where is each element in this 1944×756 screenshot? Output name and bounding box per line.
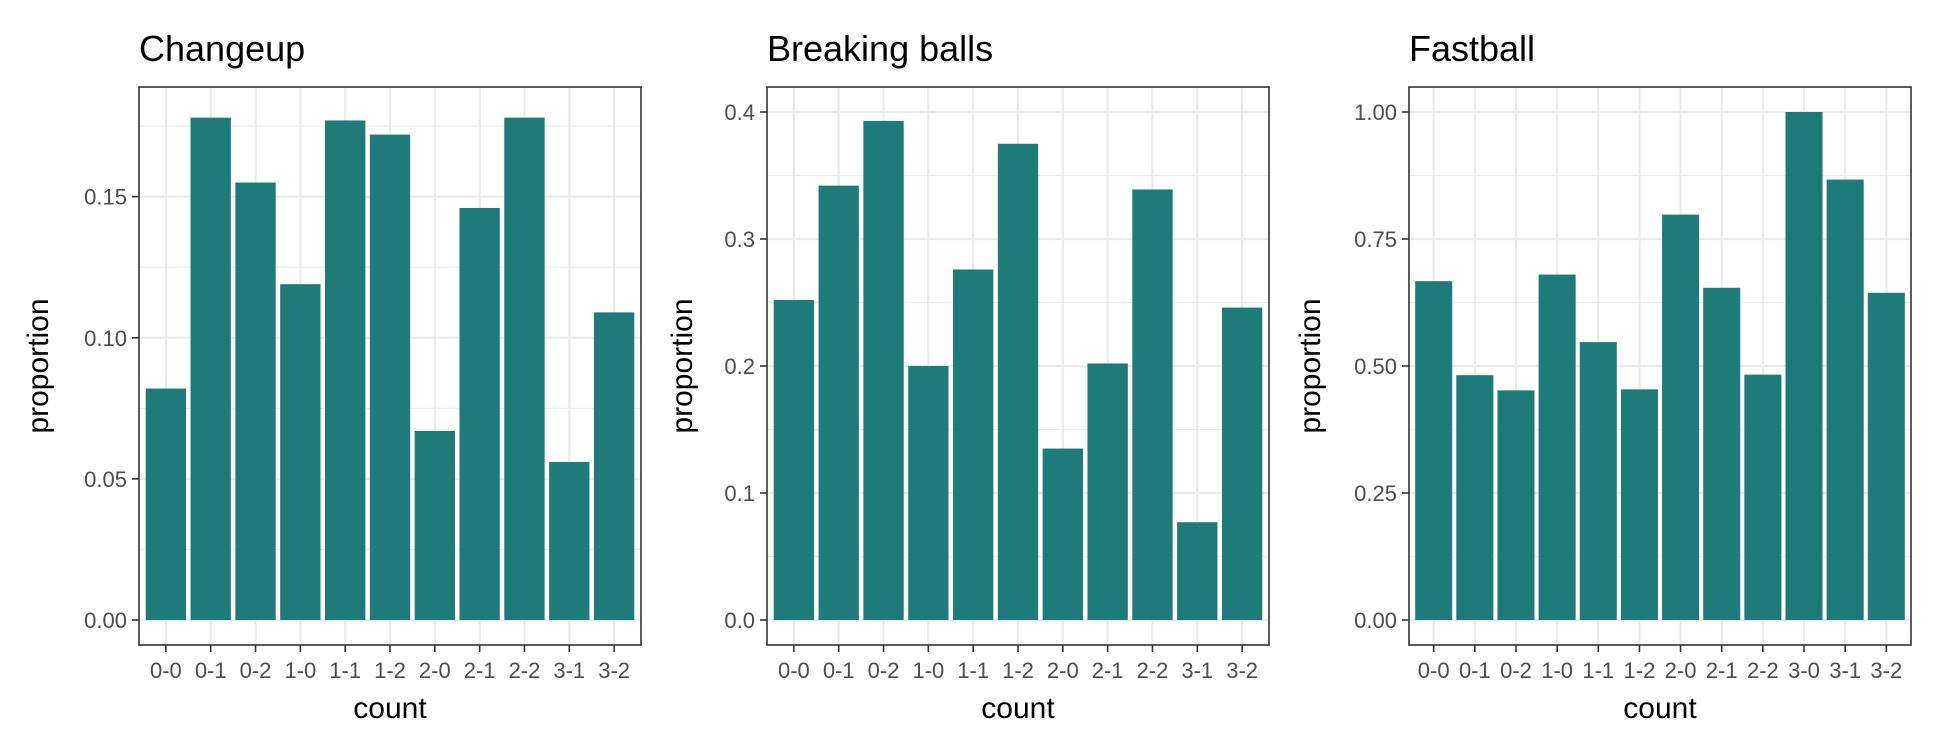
x-tick-label: 0-1: [823, 658, 855, 683]
bar-2-0: [1042, 448, 1083, 620]
bar-0-0: [773, 299, 815, 620]
x-tick-label: 3-2: [598, 658, 630, 683]
y-tick-label: 0.2: [724, 354, 755, 379]
x-tick-label: 1-2: [1002, 658, 1034, 683]
y-tick-label: 0.0: [724, 608, 755, 633]
chart-panel-1: 0.00 0.05 0.10 0.15 0-0 0-1 0-2 1-0 1-1 1-2 2-0 2-1…: [22, 28, 642, 725]
x-tick-label: 1-1: [957, 658, 989, 683]
x-tick-label: 0-2: [1500, 658, 1532, 683]
x-tick-label: 1-0: [1541, 658, 1573, 683]
x-axis-label: count: [1623, 692, 1697, 725]
y-tick-label: 0.15: [84, 185, 127, 210]
bar-2-0: [414, 430, 455, 620]
bar-0-2: [235, 182, 276, 621]
y-axis-label: proportion: [1294, 298, 1327, 433]
bar-2-1: [1087, 363, 1128, 620]
x-tick-label: 3-2: [1870, 658, 1902, 683]
x-tick-label: 2-2: [509, 658, 541, 683]
bar-2-1: [1703, 287, 1741, 620]
x-tick-label: 1-2: [374, 658, 406, 683]
x-tick-label: 0-0: [150, 658, 182, 683]
x-tick-label: 3-1: [553, 658, 585, 683]
bar-1-0: [280, 284, 321, 620]
bar-1-2: [1620, 389, 1658, 620]
y-tick-label: 0.3: [724, 227, 755, 252]
bar-0-0: [1415, 281, 1453, 620]
bar-2-2: [1744, 374, 1782, 620]
bar-3-0: [1785, 112, 1823, 620]
chart-title: Fastball: [1409, 28, 1535, 69]
bar-1-2: [369, 134, 411, 621]
bar-0-1: [190, 117, 231, 621]
y-tick-label: 0.75: [1354, 227, 1397, 252]
bar-3-1: [1177, 522, 1218, 620]
bar-2-1: [459, 207, 500, 620]
x-tick-label: 0-1: [1459, 658, 1491, 683]
bar-3-2: [1221, 307, 1263, 620]
y-tick-label: 1.00: [1354, 100, 1397, 125]
x-tick-label: 3-2: [1226, 658, 1258, 683]
bar-0-1: [818, 185, 859, 620]
bar-2-2: [1132, 189, 1173, 620]
x-tick-label: 2-0: [1047, 658, 1079, 683]
bar-1-1: [1579, 342, 1617, 620]
x-tick-label: 2-0: [1665, 658, 1697, 683]
x-tick-label: 0-0: [1418, 658, 1450, 683]
y-tick-label: 0.50: [1354, 354, 1397, 379]
bar-3-2: [1867, 292, 1905, 620]
x-tick-label: 1-0: [912, 658, 944, 683]
x-tick-label: 0-2: [240, 658, 272, 683]
bar-0-0: [145, 388, 187, 620]
bar-1-2: [997, 143, 1039, 620]
chart-title: Breaking balls: [767, 28, 993, 69]
y-tick-label: 0.4: [724, 100, 755, 125]
bar-3-2: [593, 312, 635, 620]
x-tick-label: 2-2: [1137, 658, 1169, 683]
x-axis-label: count: [353, 692, 427, 725]
bar-3-1: [1826, 179, 1864, 620]
y-tick-label: 0.1: [724, 481, 755, 506]
bar-0-2: [863, 120, 904, 620]
y-axis-label: proportion: [22, 298, 55, 433]
x-tick-label: 0-2: [868, 658, 900, 683]
y-tick-label: 0.05: [84, 467, 127, 492]
x-tick-label: 3-0: [1788, 658, 1820, 683]
y-axis-label: proportion: [666, 298, 699, 433]
bar-2-2: [504, 117, 545, 621]
bar-1-0: [908, 366, 949, 620]
chart-title: Changeup: [139, 28, 305, 69]
x-tick-label: 1-1: [1582, 658, 1614, 683]
x-tick-label: 2-2: [1747, 658, 1779, 683]
x-tick-label: 2-1: [464, 658, 496, 683]
chart-panel-3: 0.00 0.25 0.50 0.75 1.00 0-0 0-1 0-2 1-0 1-1 1-2 2-…: [1294, 28, 1912, 725]
y-tick-label: 0.25: [1354, 481, 1397, 506]
x-tick-label: 0-0: [778, 658, 810, 683]
bar-1-1: [953, 269, 994, 620]
y-tick-label: 0.00: [84, 608, 127, 633]
chart-panel-2: 0.0 0.1 0.2 0.3 0.4 0-0 0-1 0-2 1-0 1-1 1-2 2-0 2-1 2…: [666, 28, 1270, 725]
bar-1-1: [325, 120, 366, 620]
x-tick-label: 1-0: [284, 658, 316, 683]
bar-2-0: [1662, 214, 1700, 620]
y-tick-label: 0.00: [1354, 608, 1397, 633]
x-axis-label: count: [981, 692, 1055, 725]
x-tick-label: 3-1: [1181, 658, 1213, 683]
x-tick-label: 1-2: [1624, 658, 1656, 683]
x-tick-label: 3-1: [1829, 658, 1861, 683]
bar-1-0: [1538, 274, 1576, 620]
x-tick-label: 2-1: [1092, 658, 1124, 683]
y-tick-label: 0.10: [84, 326, 127, 351]
bar-0-2: [1497, 390, 1535, 620]
x-tick-label: 2-0: [419, 658, 451, 683]
x-tick-label: 2-1: [1706, 658, 1738, 683]
x-tick-label: 0-1: [195, 658, 227, 683]
bar-0-1: [1456, 375, 1494, 620]
bar-3-1: [549, 461, 590, 620]
x-tick-label: 1-1: [329, 658, 361, 683]
